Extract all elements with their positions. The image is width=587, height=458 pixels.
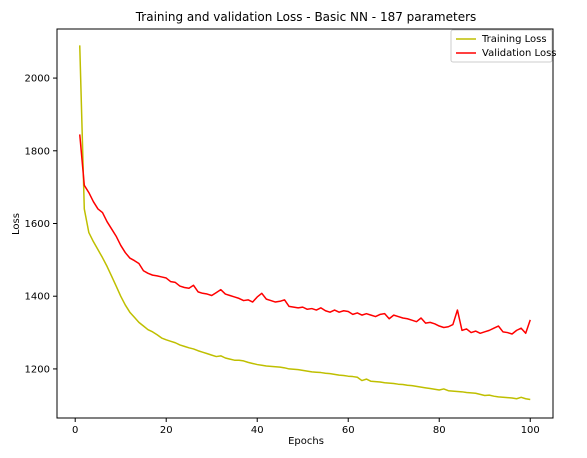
plot-lines: [79, 45, 531, 401]
legend-box: [450, 29, 553, 63]
x-tick-label: 60: [342, 425, 355, 436]
x-tick-label: 20: [160, 425, 173, 436]
legend: Training Loss Validation Loss: [450, 29, 557, 63]
y-tick-label: 1400: [25, 292, 50, 303]
legend-label-validation: Validation Loss: [482, 48, 557, 59]
validation-loss-line: [79, 134, 531, 335]
x-axis-ticks: 0 20 40 60 80 100: [72, 418, 540, 436]
chart-title: Training and validation Loss - Basic NN …: [135, 10, 477, 24]
x-tick-label: 80: [433, 425, 446, 436]
y-axis-ticks: 1200 1400 1600 1800 2000: [25, 74, 57, 375]
y-tick-label: 1600: [25, 219, 50, 230]
x-tick-label: 0: [72, 425, 78, 436]
x-axis-label: Epochs: [288, 436, 324, 447]
y-axis-label: Loss: [11, 213, 22, 235]
legend-label-training: Training Loss: [481, 34, 547, 45]
x-tick-label: 40: [251, 425, 264, 436]
training-loss-line: [79, 45, 531, 401]
y-tick-label: 1800: [25, 146, 50, 157]
x-tick-label: 100: [521, 425, 540, 436]
y-tick-label: 1200: [25, 364, 50, 375]
y-tick-label: 2000: [25, 74, 50, 85]
